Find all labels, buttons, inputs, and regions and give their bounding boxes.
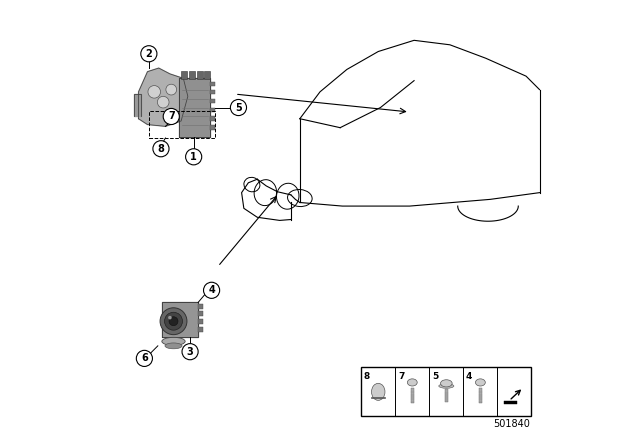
Bar [198,304,203,309]
Circle shape [141,46,157,62]
Ellipse shape [165,343,182,349]
Circle shape [164,312,182,330]
Text: 8: 8 [364,372,370,381]
Bar [149,111,215,138]
Text: 5: 5 [432,372,438,381]
Text: 4: 4 [208,285,215,295]
Bar [181,71,187,79]
Circle shape [230,99,246,116]
Polygon shape [134,94,141,116]
Ellipse shape [439,384,454,388]
Bar [198,327,203,332]
Text: 3: 3 [187,347,193,357]
Polygon shape [163,302,198,337]
Bar [189,71,195,79]
Bar [210,82,215,86]
Ellipse shape [476,379,485,386]
Circle shape [204,282,220,298]
Circle shape [163,108,179,125]
Circle shape [168,316,172,319]
Circle shape [136,350,152,366]
Bar [411,388,414,403]
Ellipse shape [162,337,185,345]
Polygon shape [139,68,188,126]
Text: 8: 8 [157,144,164,154]
Circle shape [148,86,161,98]
Circle shape [166,84,177,95]
Circle shape [169,317,178,326]
Bar [210,90,215,94]
Circle shape [157,96,169,108]
Bar [361,367,531,416]
Circle shape [153,141,169,157]
Text: 5: 5 [235,103,242,112]
Text: 4: 4 [466,372,472,381]
Bar [198,319,203,324]
Polygon shape [179,78,210,137]
Bar [197,71,203,79]
Text: 1: 1 [190,152,197,162]
Bar [445,389,448,402]
Circle shape [182,344,198,360]
Bar [204,71,210,79]
Ellipse shape [371,383,385,401]
Bar [504,401,517,405]
Bar [210,108,215,112]
Bar [210,99,215,103]
Text: 7: 7 [398,372,404,381]
Text: 6: 6 [141,353,148,363]
Ellipse shape [440,380,452,387]
Circle shape [186,149,202,165]
Bar [198,311,203,316]
Ellipse shape [408,379,417,386]
Bar [210,116,215,121]
Text: 2: 2 [145,49,152,59]
Circle shape [160,308,187,335]
Text: 7: 7 [168,112,175,121]
Text: 501840: 501840 [493,419,530,429]
Bar [479,388,482,403]
Bar [210,125,215,130]
